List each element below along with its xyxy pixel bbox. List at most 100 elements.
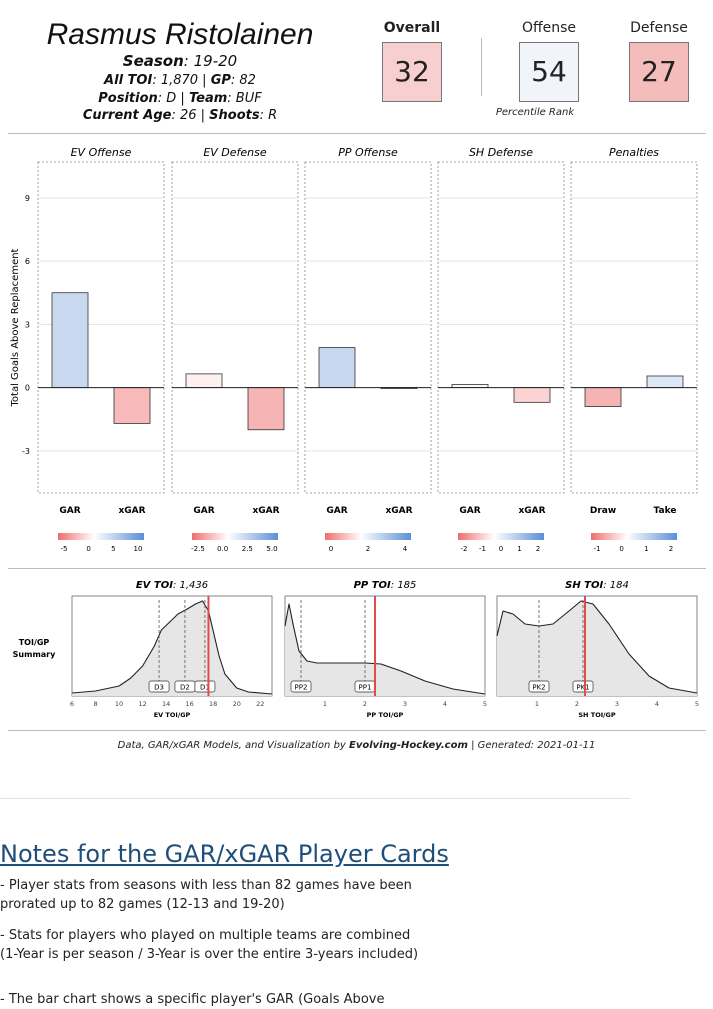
tier-marker-box bbox=[148, 680, 170, 693]
panel-frame bbox=[171, 161, 299, 494]
density-panel-1: PP TOI: 185 PP2 PP1 1 2 3 4 5 PP TOI/GP bbox=[284, 580, 487, 719]
density-area bbox=[497, 601, 697, 696]
age-label: Current Age bbox=[82, 108, 172, 123]
x-tick-label: GAR bbox=[326, 506, 347, 516]
y-tick-label: 0 bbox=[25, 384, 30, 393]
bar-panel-ev-offense: EV Offense GAR xGAR -5 0 5 10 bbox=[37, 146, 165, 553]
gp-value: : 82 bbox=[230, 73, 256, 88]
overall-rank-box: 32 bbox=[382, 42, 442, 102]
legend-tick-label: 5 bbox=[111, 545, 115, 553]
density-title-label: PP TOI bbox=[354, 580, 391, 591]
age-value: : 26 | bbox=[171, 108, 210, 123]
defense-rank-box: 27 bbox=[629, 42, 689, 102]
toi-value: : 1,870 | bbox=[152, 73, 211, 88]
footer-post: | Generated: 2021-01-11 bbox=[467, 740, 596, 751]
bar-draw bbox=[584, 387, 622, 407]
position-line: Position: D | Team: BUF bbox=[20, 91, 340, 106]
x-tick-label: GAR bbox=[59, 506, 80, 516]
summary-label-1: TOI/GP bbox=[19, 638, 50, 647]
density-x-tick: 3 bbox=[615, 700, 619, 708]
color-legend-bar bbox=[591, 533, 677, 540]
panel-frame bbox=[304, 161, 432, 494]
gp-label: GP bbox=[210, 73, 231, 88]
position-label: Position bbox=[98, 91, 158, 106]
legend-tick-label: 2.5 bbox=[242, 545, 253, 553]
density-title: EV TOI: 1,436 bbox=[136, 580, 208, 591]
toi-label: All TOI bbox=[104, 73, 153, 88]
panel-frame bbox=[570, 161, 698, 494]
notes-title: Notes for the GAR/xGAR Player Cards bbox=[0, 840, 449, 868]
tier-marker-box bbox=[572, 680, 594, 693]
density-x-tick: 8 bbox=[93, 700, 97, 708]
panel-title: EV Defense bbox=[203, 146, 267, 159]
legend-tick-label: 0 bbox=[499, 545, 503, 553]
density-curve bbox=[284, 603, 486, 695]
position-value: : D | bbox=[157, 91, 189, 106]
bar-panel-penalties: Penalties Draw Take -1 0 1 2 bbox=[570, 146, 698, 553]
tier-marker-label: D1 bbox=[200, 684, 210, 692]
footer-brand: Evolving-Hockey.com bbox=[349, 740, 468, 751]
shoots-value: : R bbox=[259, 108, 278, 123]
density-x-tick: 10 bbox=[115, 700, 123, 708]
rank-divider bbox=[481, 38, 482, 96]
legend-tick-label: -2.5 bbox=[191, 545, 205, 553]
bar-panel-pp-offense: PP Offense GAR xGAR 0 2 4 bbox=[304, 146, 432, 553]
density-x-tick: 5 bbox=[695, 700, 699, 708]
bar-take bbox=[646, 375, 684, 388]
shoots-label: Shoots bbox=[209, 108, 260, 123]
density-x-tick: 1 bbox=[323, 700, 327, 708]
x-tick-label: Take bbox=[654, 506, 677, 516]
density-x-tick: 20 bbox=[233, 700, 241, 708]
footer-credit: Data, GAR/xGAR Models, and Visualization… bbox=[0, 740, 713, 751]
legend-tick-label: 0 bbox=[619, 545, 623, 553]
density-curve bbox=[71, 600, 273, 695]
color-legend-bar bbox=[58, 533, 144, 540]
density-title-label: EV TOI bbox=[136, 580, 173, 591]
legend-tick-label: 0.0 bbox=[217, 545, 228, 553]
y-tick-label: 9 bbox=[25, 194, 30, 203]
y-axis-title: Total Goals Above Replacement bbox=[10, 248, 21, 407]
team-label: Team bbox=[188, 91, 228, 106]
density-x-tick: 14 bbox=[162, 700, 170, 708]
density-title-value: : 184 bbox=[603, 580, 629, 591]
density-title: SH TOI: 184 bbox=[565, 580, 629, 591]
density-x-tick: 4 bbox=[443, 700, 447, 708]
legend-tick-label: -1 bbox=[594, 545, 601, 553]
bar-gar bbox=[51, 292, 89, 388]
density-area bbox=[285, 604, 485, 696]
legend-tick-label: 5.0 bbox=[266, 545, 277, 553]
percentile-caption: Percentile Rank bbox=[495, 107, 575, 118]
overall-label: Overall bbox=[383, 20, 441, 36]
x-tick-label: Draw bbox=[590, 506, 616, 516]
density-x-tick: 1 bbox=[535, 700, 539, 708]
offense-rank-box: 54 bbox=[519, 42, 579, 102]
panel-title: EV Offense bbox=[71, 146, 132, 159]
density-title-label: SH TOI bbox=[565, 580, 603, 591]
tier-marker-label: PK2 bbox=[532, 684, 545, 692]
bar-xgar bbox=[513, 387, 551, 403]
density-x-label: EV TOI/GP bbox=[154, 711, 191, 719]
legend-tick-label: -2 bbox=[461, 545, 468, 553]
gar-bar-chart: Total Goals Above Replacement 9 6 3 0 -3 EV Of… bbox=[10, 146, 698, 553]
density-x-tick: 5 bbox=[483, 700, 487, 708]
legend-tick-label: 0 bbox=[329, 545, 333, 553]
bar-panel-ev-defense: EV Defense GAR xGAR -2.5 0.0 2.5 5.0 bbox=[171, 146, 299, 553]
legend-tick-label: 2 bbox=[669, 545, 673, 553]
x-tick-label: GAR bbox=[193, 506, 214, 516]
y-tick-label: -3 bbox=[22, 447, 30, 456]
x-tick-label: xGAR bbox=[385, 506, 412, 516]
legend-tick-label: 2 bbox=[366, 545, 370, 553]
legend-tick-label: 0 bbox=[86, 545, 90, 553]
tier-marker-label: D3 bbox=[154, 684, 164, 692]
season-value: : 19-20 bbox=[183, 52, 238, 70]
color-legend-bar bbox=[192, 533, 278, 540]
density-curve bbox=[496, 600, 698, 694]
bar-gar bbox=[318, 347, 356, 388]
header-divider bbox=[8, 133, 706, 134]
bar-xgar bbox=[247, 387, 285, 431]
bar-xgar bbox=[113, 387, 151, 424]
tier-marker-box bbox=[528, 680, 550, 693]
density-x-label: SH TOI/GP bbox=[578, 711, 615, 719]
offense-label: Offense bbox=[521, 20, 577, 36]
density-x-tick: 18 bbox=[209, 700, 217, 708]
